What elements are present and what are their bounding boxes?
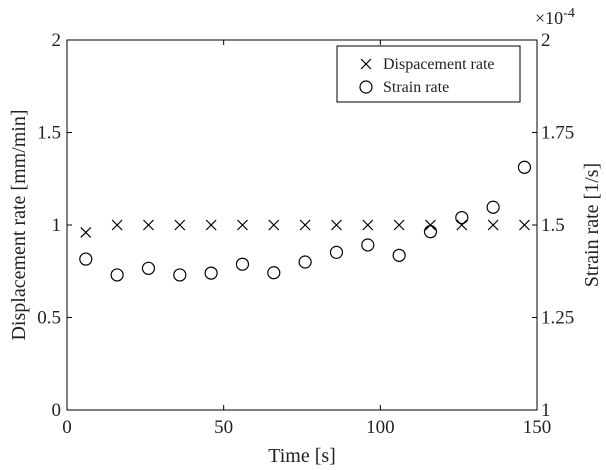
y-left-tick-label: 2 [52,30,62,51]
displacement-point [362,219,374,231]
legend-label-displacement: Dispacement rate [383,56,495,73]
y-left-tick-label: 1.5 [37,123,61,144]
displacement-point [299,219,311,231]
strain-point [235,257,250,271]
y-left-tick-label: 0 [52,400,62,421]
displacement-point [80,226,92,238]
displacement-point [143,219,154,231]
y-right-tick-label: 2 [541,30,551,51]
x-tick-label: 100 [366,417,395,438]
strain-point [423,225,438,239]
ticks: 0 50 100 150 0 0.5 1 1.5 2 1 1.25 1.5 1.75 2 [37,30,574,438]
x-tick-label: 0 [62,417,72,438]
strain-point [173,268,187,282]
y-axis-right-label: Strain rate [1/s] [581,163,603,287]
displacement-point [237,219,248,231]
displacement-point [425,219,436,231]
legend-marker-displacement [360,58,372,70]
strain-point [204,266,218,280]
data-marks [79,160,532,282]
strain-point [110,268,124,282]
displacement-point [519,219,530,231]
strain-point [329,245,344,259]
legend-box [336,45,521,103]
strain-point [455,211,469,225]
displacement-point [456,219,468,231]
strain-point [392,248,406,262]
y-right-tick-label: 1 [541,400,551,421]
strain-point [361,238,375,252]
displacement-point [174,219,186,231]
displacement-point [487,219,499,231]
y-right-tick-label: 1.5 [541,215,565,236]
strain-point [79,252,93,266]
strain-point [141,261,156,275]
x-tick-label: 50 [214,417,233,438]
displacement-point [268,219,280,231]
y-right-tick-label: 1.25 [541,308,574,329]
y-left-tick-label: 0.5 [37,308,61,329]
strain-point [486,200,500,214]
right-axis-multiplier: ×10-4 [535,6,575,28]
y-left-tick-label: 1 [52,215,62,236]
legend-label-strain: Strain rate [383,79,449,96]
displacement-point [393,219,405,231]
x-axis-label: Time [s] [268,445,336,467]
y-axis-left-label: Displacement rate [mm/min] [8,109,30,340]
legend-marker-strain [359,80,373,94]
displacement-point [111,219,123,231]
strain-point [517,160,532,174]
y-right-tick-label: 1.75 [541,123,574,144]
strain-point [267,266,281,280]
strain-point [298,255,312,269]
displacement-point [331,219,342,231]
legend: Dispacement rate Strain rate [336,45,521,103]
x-tick-label: 150 [523,417,552,438]
displacement-point [205,219,217,231]
